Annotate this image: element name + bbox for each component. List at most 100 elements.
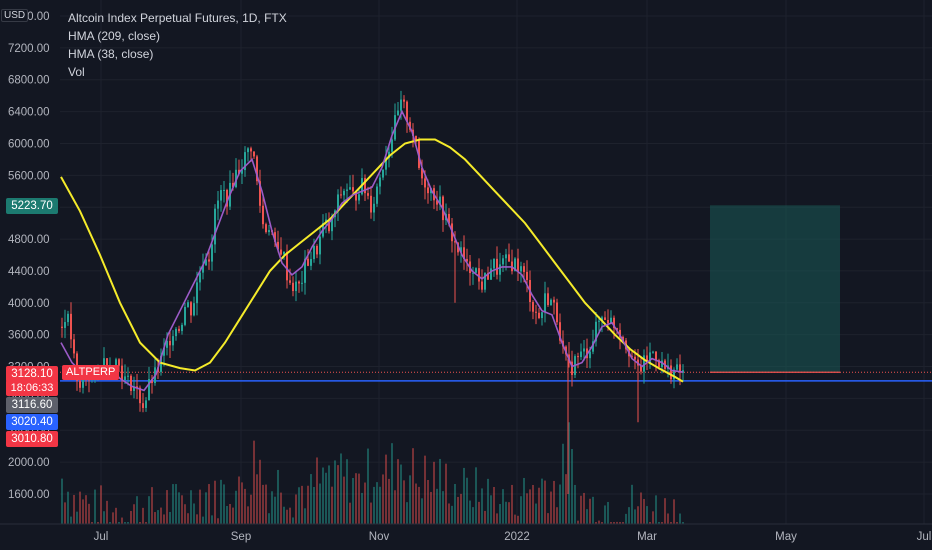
countdown-tag: 18:06:33 (6, 380, 58, 396)
x-axis: Jul Sep Nov 2022 Mar May Jul (0, 523, 932, 543)
candle-body (67, 313, 69, 323)
volume-bar (91, 522, 93, 524)
candle-body (244, 152, 246, 171)
volume-bar (586, 509, 588, 524)
volume-bar (202, 516, 204, 524)
volume-bar (316, 457, 318, 524)
volume-bar (178, 492, 180, 524)
candle-body (262, 205, 264, 225)
candle-body (286, 251, 288, 281)
volume-bar (661, 522, 663, 524)
candle-body (646, 355, 648, 363)
volume-bar (148, 496, 150, 524)
currency-badge[interactable]: USD (1, 9, 29, 22)
x-tick-label: Jul (917, 531, 932, 543)
candle-body (337, 194, 339, 211)
volume-bar (103, 511, 105, 524)
volume-bar (301, 485, 303, 524)
candle-body (205, 259, 207, 266)
volume-bar (265, 484, 267, 524)
volume-bar (466, 477, 468, 524)
volume-bar (208, 484, 210, 524)
volume-bar (619, 522, 621, 524)
indicator-hma-38[interactable]: HMA (38, close) (68, 47, 154, 61)
candle-body (514, 258, 516, 272)
volume-bar (115, 507, 117, 524)
candle-body (379, 177, 381, 187)
volume-bar (325, 472, 327, 524)
volume-bar (244, 488, 246, 524)
volume-bar (241, 482, 243, 524)
volume-bar (361, 492, 363, 524)
candle-body (316, 245, 318, 255)
candle-body (499, 264, 501, 275)
candle-body (148, 379, 150, 401)
indicator-volume[interactable]: Vol (68, 65, 85, 79)
volume-bar (349, 502, 351, 524)
volume-bar (247, 506, 249, 524)
candle-body (184, 306, 186, 325)
volume-bar (67, 491, 69, 524)
indicator-hma-209[interactable]: HMA (209, close) (68, 29, 161, 43)
candle-body (580, 351, 582, 358)
candle-body (427, 187, 429, 194)
x-tick-label: May (775, 531, 797, 543)
volume-bar (343, 476, 345, 524)
candle-body (577, 356, 579, 358)
volume-bar (556, 507, 558, 524)
volume-bar (484, 510, 486, 524)
candle-body (652, 351, 654, 353)
volume-bar (652, 511, 654, 524)
candle-body (346, 189, 348, 191)
volume-bar (523, 477, 525, 524)
volume-bar (565, 474, 567, 524)
volume-bar (469, 500, 471, 524)
volume-bar (106, 500, 108, 524)
volume-bar (313, 486, 315, 524)
candle-body (235, 169, 237, 188)
volume-bar (493, 486, 495, 524)
volume-bar (352, 477, 354, 524)
volume-bar (502, 489, 504, 524)
target-zone[interactable] (710, 205, 840, 373)
candle-body (103, 358, 105, 370)
candle-body (640, 365, 642, 372)
candle-body (604, 317, 606, 320)
volume-bar (175, 484, 177, 524)
volume-bar (640, 492, 642, 524)
volume-bar (517, 515, 519, 524)
volume-bar (100, 485, 102, 524)
volume-bar (64, 502, 66, 524)
volume-bar (220, 479, 222, 524)
volume-bar (613, 522, 615, 524)
volume-bar (403, 480, 405, 524)
candle-body (70, 313, 72, 340)
y-tick-label: 7200.00 (8, 43, 50, 55)
candle-body (226, 189, 228, 207)
candle-body (460, 247, 462, 253)
candle-body (391, 139, 393, 152)
volume-bar (160, 507, 162, 524)
candle-body (481, 281, 483, 290)
volume-bar (667, 513, 669, 524)
x-tick-label: Nov (369, 531, 390, 543)
candle-body (478, 268, 480, 282)
candle-body (343, 190, 345, 196)
volume-bar (472, 507, 474, 524)
candle-body (181, 324, 183, 332)
volume-bar (631, 484, 633, 524)
volume-bar (550, 491, 552, 524)
volume-bar (367, 448, 369, 524)
candle-body (520, 266, 522, 272)
candle-body (241, 170, 243, 174)
y-tick-label: 3600.00 (8, 330, 50, 342)
volume-bar (331, 486, 333, 524)
candle-body (388, 151, 390, 159)
volume-bar (412, 448, 414, 524)
volume-bar (292, 517, 294, 524)
volume-bar (538, 487, 540, 524)
volume-bar (505, 501, 507, 524)
volume-bar (166, 490, 168, 524)
candle-body (415, 135, 417, 141)
